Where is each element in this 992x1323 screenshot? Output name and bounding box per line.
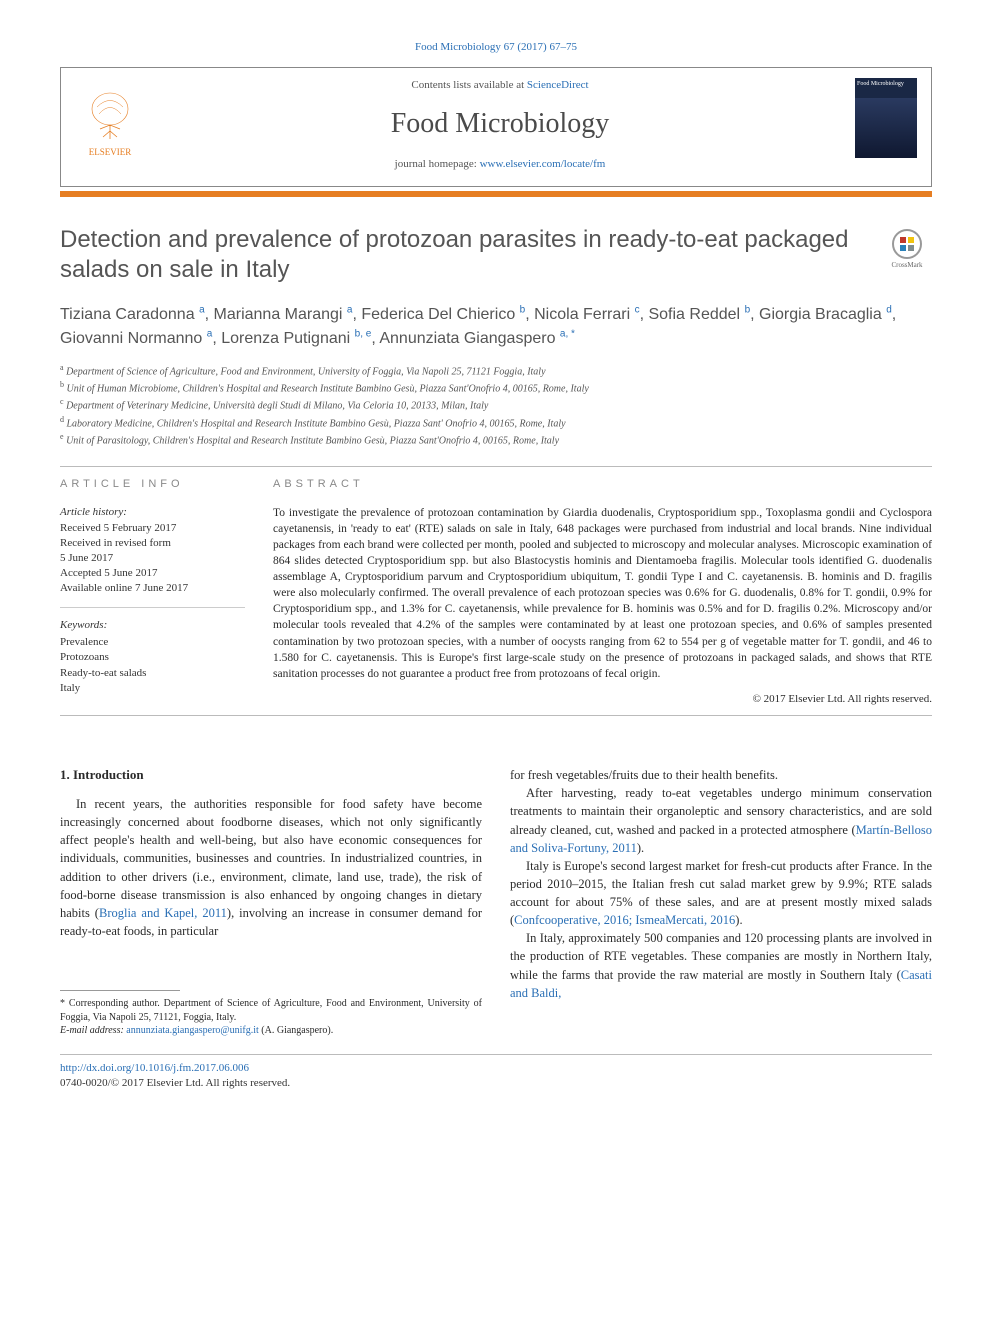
history-revised-1: Received in revised form [60, 536, 245, 551]
keyword: Ready-to-eat salads [60, 666, 245, 681]
article-info-heading: ARTICLE INFO [60, 477, 245, 492]
section-divider [60, 715, 932, 716]
abstract-text: To investigate the prevalence of protozo… [273, 505, 932, 682]
history-revised-2: 5 June 2017 [60, 551, 245, 566]
keywords-label: Keywords: [60, 618, 245, 633]
elsevier-tree-icon [85, 89, 135, 144]
citation-link[interactable]: Broglia and Kapel, 2011 [99, 906, 227, 920]
journal-homepage: journal homepage: www.elsevier.com/locat… [155, 157, 845, 172]
right-column: for fresh vegetables/fruits due to their… [510, 766, 932, 1037]
email-note: E-mail address: annunziata.giangaspero@u… [60, 1024, 482, 1038]
crossmark-icon [898, 235, 916, 253]
keyword: Italy [60, 681, 245, 696]
affiliations: a Department of Science of Agriculture, … [60, 362, 932, 449]
journal-cover-thumbnail: Food Microbiology [855, 78, 917, 158]
crossmark-badge[interactable]: CrossMark [882, 225, 932, 275]
article-title: Detection and prevalence of protozoan pa… [60, 225, 862, 285]
history-online: Available online 7 June 2017 [60, 581, 245, 596]
email-link[interactable]: annunziata.giangaspero@unifg.it [126, 1025, 259, 1036]
contents-available: Contents lists available at ScienceDirec… [155, 78, 845, 93]
homepage-link[interactable]: www.elsevier.com/locate/fm [480, 158, 606, 170]
info-subdivider [60, 607, 245, 608]
section-divider [60, 466, 932, 467]
article-info: ARTICLE INFO Article history: Received 5… [60, 477, 245, 707]
doi-link[interactable]: http://dx.doi.org/10.1016/j.fm.2017.06.0… [60, 1061, 932, 1076]
section-heading: 1. Introduction [60, 766, 482, 785]
history-label: Article history: [60, 505, 245, 520]
left-column: 1. Introduction In recent years, the aut… [60, 766, 482, 1037]
orange-divider [60, 191, 932, 197]
history-accepted: Accepted 5 June 2017 [60, 566, 245, 581]
keyword: Protozoans [60, 650, 245, 665]
elsevier-logo: ELSEVIER [75, 78, 145, 158]
sciencedirect-link[interactable]: ScienceDirect [527, 79, 589, 91]
footnote-divider [60, 990, 180, 991]
journal-name: Food Microbiology [155, 104, 845, 143]
journal-header: ELSEVIER Contents lists available at Sci… [60, 67, 932, 187]
abstract-copyright: © 2017 Elsevier Ltd. All rights reserved… [273, 692, 932, 707]
citation-link[interactable]: Confcooperative, 2016; IsmeaMercati, 201… [514, 913, 735, 927]
body-paragraph: Italy is Europe's second largest market … [510, 857, 932, 930]
citation: Food Microbiology 67 (2017) 67–75 [60, 40, 932, 55]
body-paragraph: After harvesting, ready to-eat vegetable… [510, 784, 932, 857]
history-received: Received 5 February 2017 [60, 521, 245, 536]
keyword: Prevalence [60, 635, 245, 650]
body-paragraph: In recent years, the authorities respons… [60, 795, 482, 940]
body-paragraph: In Italy, approximately 500 companies an… [510, 929, 932, 1002]
body-text: 1. Introduction In recent years, the aut… [60, 766, 932, 1037]
footer-divider [60, 1054, 932, 1055]
footer-copyright: 0740-0020/© 2017 Elsevier Ltd. All right… [60, 1076, 932, 1091]
abstract: ABSTRACT To investigate the prevalence o… [273, 477, 932, 707]
body-paragraph: for fresh vegetables/fruits due to their… [510, 766, 932, 784]
corresponding-author-note: * Corresponding author. Department of Sc… [60, 997, 482, 1024]
author-list: Tiziana Caradonna a, Marianna Marangi a,… [60, 303, 932, 349]
abstract-heading: ABSTRACT [273, 477, 932, 492]
